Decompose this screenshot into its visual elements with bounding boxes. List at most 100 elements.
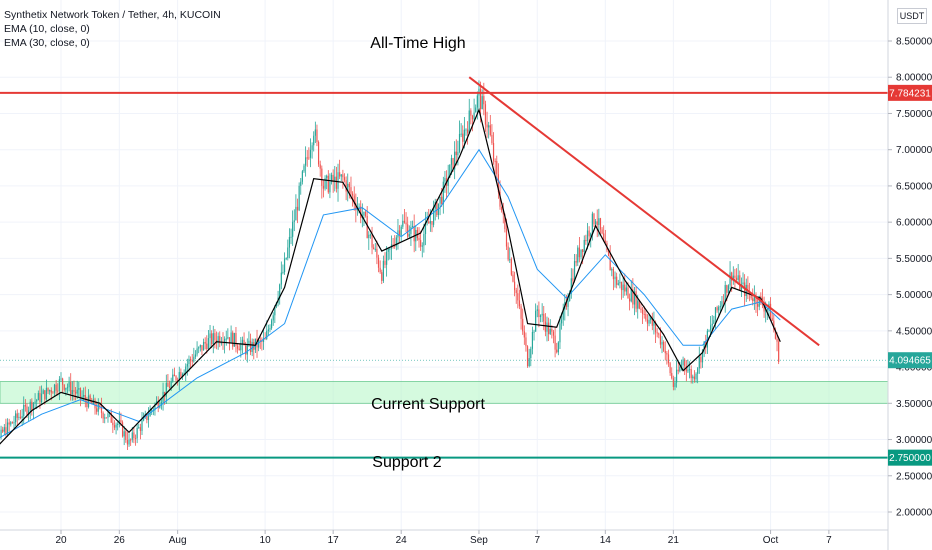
candle-body [544,321,546,332]
candle-body [185,366,187,373]
candle-body [309,149,312,158]
candle-body [582,249,584,253]
candle-body [611,269,613,271]
candle-body [661,341,663,345]
candle-body [710,325,712,331]
candle-body [387,248,389,252]
legend-ema10: EMA (10, close, 0) [4,23,90,35]
candle-body [19,416,22,419]
candle-body [462,133,464,142]
price-axis-tags: 7.784231 4.094665 2.750000 [888,84,932,466]
candle-body [651,317,653,326]
candle-body [374,248,376,250]
candle-body [31,401,33,411]
candle-body [196,348,198,355]
candle-body [601,229,603,234]
candle-body [742,282,744,285]
candle-body [146,413,148,420]
candle-body [280,272,282,285]
candle-body [471,115,474,120]
time-tick-label: 17 [328,535,340,546]
candle-body [66,387,69,389]
candle-body [15,413,17,423]
candle-body [502,210,504,215]
candle-body [202,341,205,351]
candle-body [311,145,313,150]
candle-body [429,221,431,224]
candle-body [557,342,559,353]
candle-body [439,196,441,204]
candle-body [190,359,192,361]
candle-body [160,402,163,406]
candle-body [329,181,331,193]
candle-body [617,283,619,285]
candle-body [682,359,684,365]
time-tick-label: Oct [763,535,779,546]
candle-body [726,285,728,293]
candle-body [684,359,686,367]
candle-body [288,236,291,248]
candle-body [588,230,590,237]
candle-body [97,403,99,412]
candle-body [233,332,235,347]
price-axis[interactable]: 8.500000 8.000000 7.500000 7.000000 6.500000… [887,0,932,550]
candle-body [321,168,323,186]
candle-body [199,345,201,348]
candle-body [212,333,214,345]
candle-body [262,338,265,342]
price-tick-label: 7.500000 [896,109,932,120]
candle-body [484,104,487,125]
candle-body [402,220,404,227]
candle-body [62,378,64,385]
candle-body [778,341,780,362]
candle-body [737,275,739,280]
candle-body [207,338,210,350]
candle-body [659,334,661,345]
all-time-high-annotation: All-Time High [370,35,465,52]
currency-label[interactable]: USDT [897,8,927,24]
candle-body [228,337,231,343]
candle-body [5,427,7,435]
candle-body [371,234,373,248]
candle-body [400,226,402,236]
candle-body [102,412,104,419]
candle-body [609,256,611,271]
candle-body [16,413,18,418]
candle-body [776,338,778,342]
candle-body [539,315,542,318]
candle-body [167,382,169,387]
candle-body [424,222,427,235]
price-tick-label: 2.500000 [896,471,932,482]
time-tick-label: 10 [260,535,272,546]
candle-body [431,221,433,225]
candle-body [599,218,602,230]
candle-body [481,96,483,110]
candle-body [377,257,380,268]
candle-body [669,363,671,374]
candle-body [507,246,509,260]
time-axis[interactable]: 20 26 Aug 10 17 24 Sep 7 14 21 Oct 7 [0,529,888,546]
candle-body [518,300,521,307]
candle-body [517,293,519,301]
candle-body [183,372,185,375]
candle-body [643,313,645,315]
price-tick-label: 8.500000 [896,37,932,48]
ema30-line [0,148,781,438]
candle-body [112,422,114,426]
candle-body [364,211,367,216]
candle-body [515,290,517,294]
candle-body [690,369,692,379]
candle-body [734,275,736,278]
candle-body [528,358,530,367]
candle-body [698,356,700,369]
candle-body [505,229,508,247]
candle-body [319,164,321,169]
candle-body [405,222,407,225]
candle-body [308,157,310,159]
candle-body [522,318,524,332]
candle-body [40,393,43,403]
candle-body [732,275,734,281]
candle-body [708,330,710,332]
candle-body [125,431,127,440]
